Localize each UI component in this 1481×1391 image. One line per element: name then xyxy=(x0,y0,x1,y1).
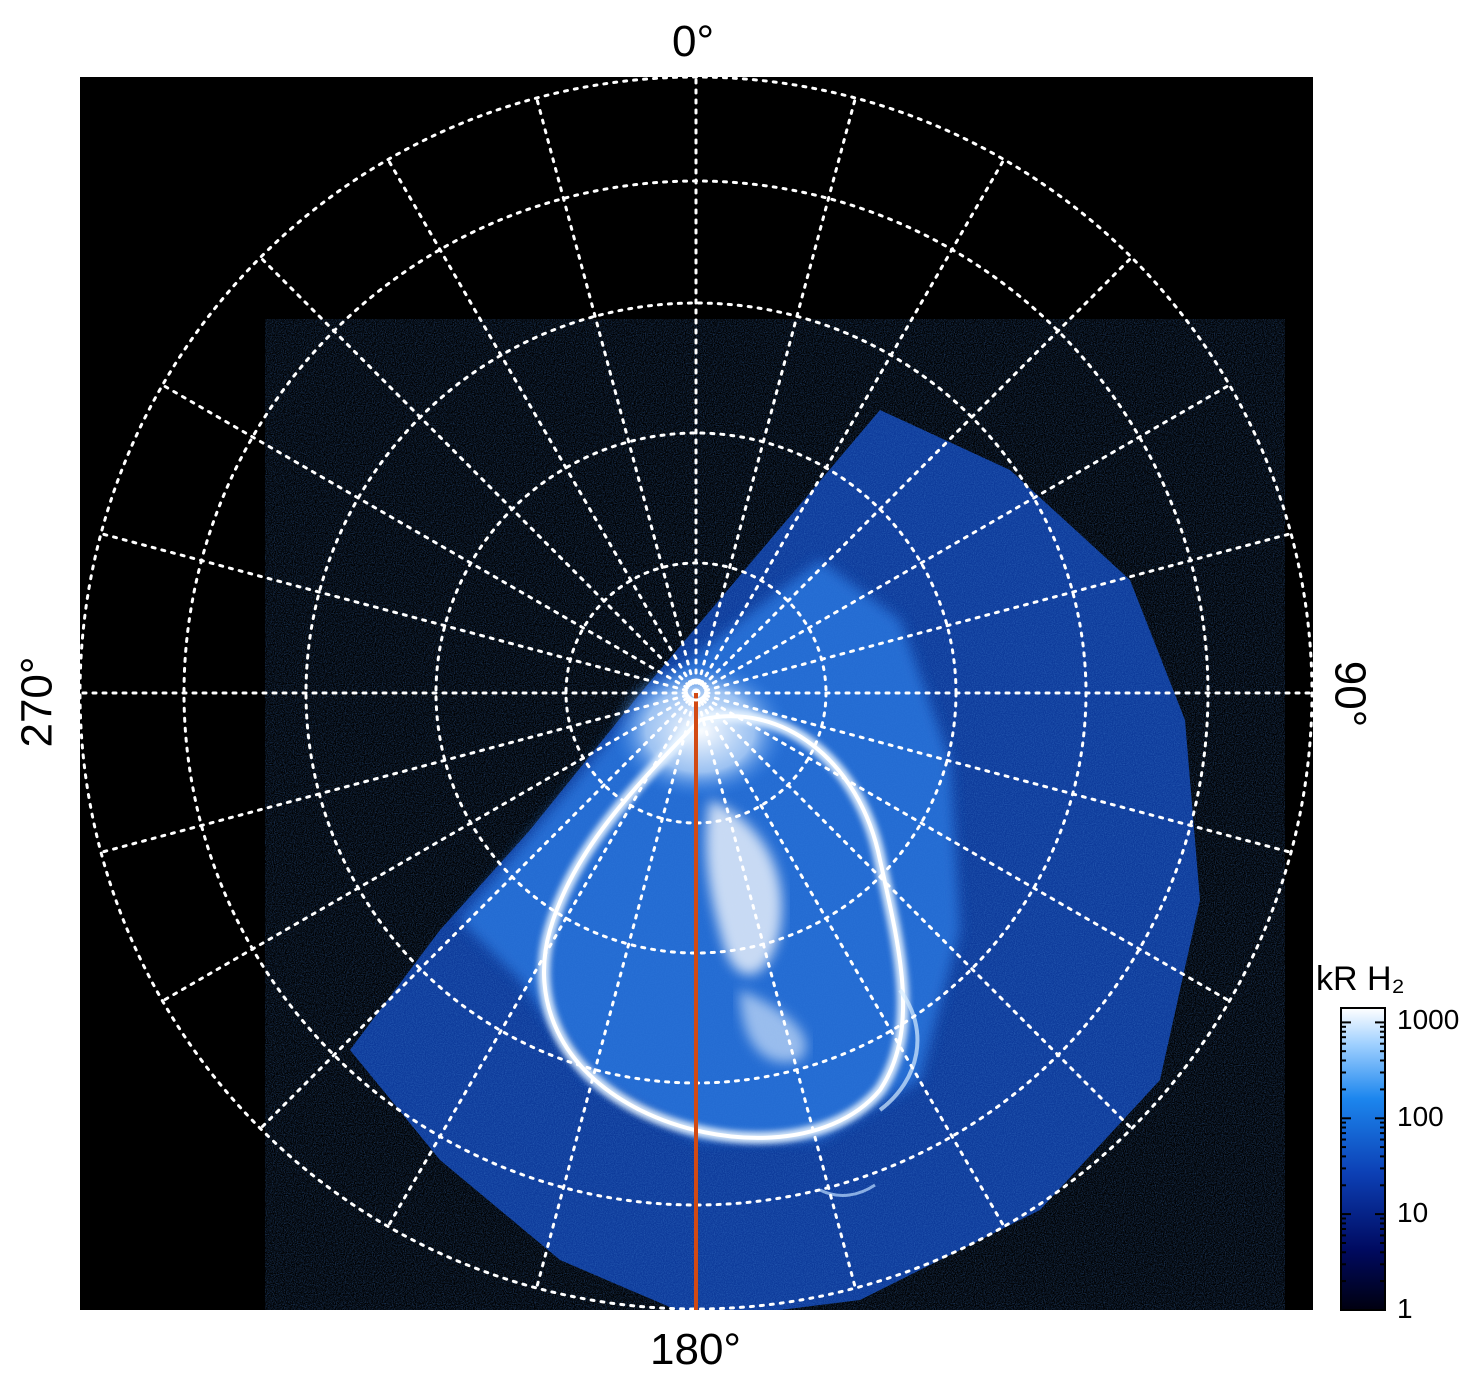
grid-meridian xyxy=(535,96,698,695)
grid-meridian xyxy=(258,255,698,695)
grid-meridian xyxy=(161,383,698,695)
grid-meridian xyxy=(694,691,857,1290)
grid-meridian xyxy=(258,691,698,1131)
grid-meridian xyxy=(386,158,698,695)
grid-circle xyxy=(78,75,1314,1311)
grid-meridian xyxy=(694,691,1231,1003)
colorbar-ticks xyxy=(1341,1021,1385,1311)
grid-meridian xyxy=(386,691,698,1228)
grid-meridian xyxy=(694,691,1134,1131)
grid-meridian xyxy=(535,691,698,1290)
colorbar xyxy=(1340,1007,1386,1311)
colorbar-title: kR H₂ xyxy=(1316,960,1405,998)
colorbar-tick-1: 1 xyxy=(1397,1293,1413,1324)
grid-meridian xyxy=(99,532,698,695)
grid-meridian xyxy=(99,691,698,854)
polar-emission-patch xyxy=(705,800,782,975)
colorbar-tick-100: 100 xyxy=(1397,1101,1444,1132)
angle-label-right: 90° xyxy=(1325,660,1375,728)
angle-label-left: 270° xyxy=(12,656,62,748)
angle-label-top: 0° xyxy=(672,17,715,66)
grid-meridian xyxy=(694,383,1231,695)
grid-meridian xyxy=(694,532,1293,695)
pole-marker xyxy=(684,678,708,702)
grid-meridian xyxy=(694,255,1134,695)
emission-image xyxy=(350,410,1200,1310)
footprint-arc xyxy=(819,1183,876,1197)
grid-meridian xyxy=(161,691,698,1003)
grid-meridian xyxy=(694,158,1006,695)
grid-meridian xyxy=(694,691,1293,854)
grid-meridian xyxy=(694,96,857,695)
grid-meridian xyxy=(694,691,1006,1228)
angle-label-bottom: 180° xyxy=(650,1325,742,1374)
secondary-arc xyxy=(878,988,920,1112)
colorbar-tick-1000: 1000 xyxy=(1397,1004,1460,1035)
colorbar-tick-10: 10 xyxy=(1397,1197,1429,1228)
main-auroral-oval-core xyxy=(542,714,906,1140)
